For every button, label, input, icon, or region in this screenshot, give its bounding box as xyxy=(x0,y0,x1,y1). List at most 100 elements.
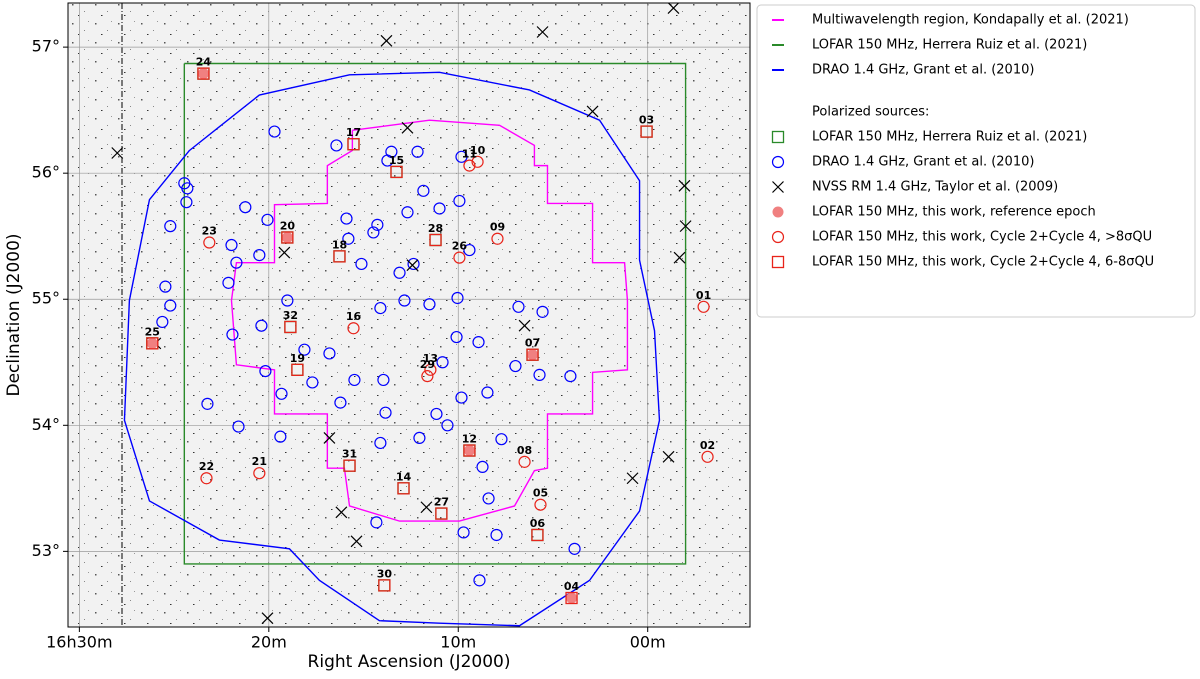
x-axis-label: Right Ascension (J2000) xyxy=(308,652,511,672)
region-outline xyxy=(183,62,687,565)
cross-marker xyxy=(662,450,675,463)
circle-marker xyxy=(275,387,288,400)
source-label: 13 xyxy=(423,352,438,365)
circle-marker xyxy=(200,472,213,485)
cross-marker xyxy=(335,506,348,519)
filled-marker xyxy=(527,349,539,361)
source-label: 31 xyxy=(342,448,357,461)
circle-marker xyxy=(417,184,430,197)
source-label: 12 xyxy=(462,433,477,446)
circle-marker xyxy=(473,574,486,587)
cross-marker xyxy=(679,220,692,233)
circle-marker xyxy=(518,455,531,468)
circle-marker xyxy=(253,249,266,262)
cross-marker xyxy=(626,472,639,485)
square-marker xyxy=(197,67,210,80)
circle-marker xyxy=(455,150,468,163)
circle-marker xyxy=(495,433,508,446)
circle-marker xyxy=(253,467,266,480)
circle-marker xyxy=(222,276,235,289)
legend-box xyxy=(756,4,1196,318)
circle-marker xyxy=(281,294,294,307)
cross-marker xyxy=(350,535,363,548)
circle-marker xyxy=(490,528,503,542)
circle-marker xyxy=(771,230,785,244)
y-tick-label: 55° xyxy=(32,289,60,308)
cross-marker xyxy=(536,26,549,38)
cross-marker xyxy=(673,251,686,264)
source-label: 20 xyxy=(280,219,296,232)
square-marker xyxy=(397,482,410,495)
circle-marker xyxy=(306,376,319,389)
cross-marker xyxy=(261,612,274,625)
circle-marker xyxy=(367,226,380,239)
circle-marker xyxy=(697,300,710,313)
circle-marker xyxy=(481,386,494,399)
square-marker xyxy=(347,138,360,151)
circle-marker xyxy=(261,213,274,226)
circle-marker xyxy=(355,257,368,271)
cross-marker xyxy=(380,34,393,47)
source-label: 29 xyxy=(420,358,435,371)
square-marker xyxy=(771,130,785,144)
cross-marker xyxy=(420,501,433,514)
source-label: 14 xyxy=(396,470,412,483)
legend-label: LOFAR 150 MHz, this work, reference epoc… xyxy=(812,205,1096,220)
circle-marker xyxy=(398,294,411,307)
circle-marker xyxy=(536,305,549,318)
source-label: 07 xyxy=(525,337,540,350)
circle-marker xyxy=(370,516,383,529)
source-label: 18 xyxy=(332,238,347,251)
circle-marker xyxy=(239,201,252,214)
square-marker xyxy=(291,363,304,376)
source-label: 01 xyxy=(696,289,711,302)
y-tick-label: 54° xyxy=(32,415,60,434)
circle-marker xyxy=(371,218,384,231)
square-marker xyxy=(565,591,578,605)
circle-marker xyxy=(203,236,216,249)
circle-marker xyxy=(509,359,522,373)
circle-marker xyxy=(476,460,489,474)
circle-marker xyxy=(201,397,214,410)
source-label: 11 xyxy=(462,148,477,161)
filled-marker xyxy=(463,445,475,457)
x-tick-label: 10m xyxy=(440,633,476,652)
y-axis-label: Declination (J2000) xyxy=(4,233,24,396)
x-tick-label: 00m xyxy=(630,633,666,652)
circle-marker xyxy=(771,155,785,169)
source-label: 09 xyxy=(490,221,505,234)
circle-marker xyxy=(164,299,177,312)
circle-marker xyxy=(491,232,504,245)
circle-marker xyxy=(330,139,343,152)
region-outline xyxy=(123,71,661,627)
square-marker xyxy=(640,125,653,138)
circle-marker xyxy=(534,498,547,511)
filled-marker xyxy=(566,592,578,604)
legend-label: DRAO 1.4 GHz, Grant et al. (2010) xyxy=(812,155,1034,170)
circle-marker xyxy=(393,266,406,279)
circle-marker xyxy=(471,155,484,168)
circle-marker xyxy=(451,291,464,305)
y-tick-label: 53° xyxy=(32,541,60,560)
circle-marker xyxy=(401,206,414,219)
source-label: 16 xyxy=(346,310,362,323)
source-label: 30 xyxy=(377,567,393,580)
circle-marker xyxy=(298,343,311,356)
y-tick-label: 57° xyxy=(32,37,60,56)
source-label: 15 xyxy=(389,154,404,167)
circle-marker xyxy=(457,526,470,539)
source-label: 21 xyxy=(252,455,267,468)
circle-marker xyxy=(164,220,177,233)
circle-marker xyxy=(433,202,446,215)
source-label: 05 xyxy=(533,487,548,500)
axes-frame xyxy=(67,2,751,628)
circle-marker xyxy=(181,182,194,195)
circle-marker xyxy=(450,330,463,344)
square-marker xyxy=(435,507,448,520)
circle-marker xyxy=(379,406,392,419)
circle-marker xyxy=(255,319,268,332)
source-label: 17 xyxy=(346,126,361,139)
circle-marker xyxy=(512,300,525,313)
cross-marker xyxy=(678,179,691,192)
